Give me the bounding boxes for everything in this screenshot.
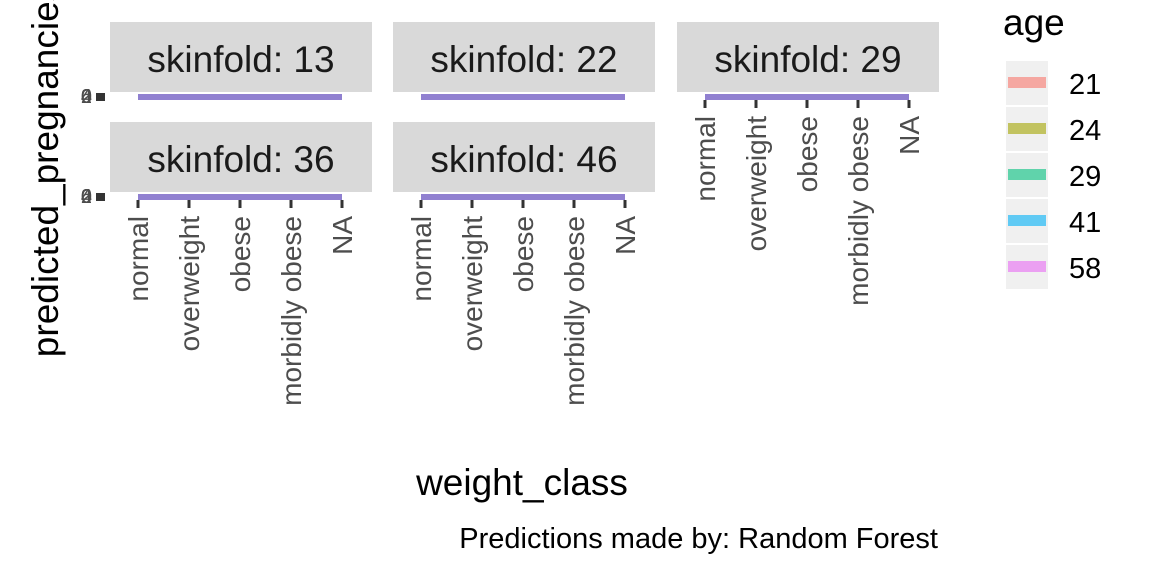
legend-swatch-58 bbox=[1008, 261, 1046, 272]
panel-3-strip-bg bbox=[677, 22, 939, 92]
panel-5-x-tick-label: overweight bbox=[457, 216, 488, 352]
panel-5-x-tick-label: morbidly obese bbox=[559, 216, 590, 406]
legend-label: 29 bbox=[1069, 161, 1101, 193]
panel-4-x-tick-label: obese bbox=[225, 216, 256, 292]
panel-3-x-tick-label: NA bbox=[894, 116, 925, 155]
panel-1-y-tick-label: 4 bbox=[81, 86, 92, 108]
panel-5-bar bbox=[421, 194, 625, 200]
panel-1-y-tick-label: 2 bbox=[81, 86, 92, 108]
x-axis-title: weight_class bbox=[415, 462, 628, 503]
y-axis-title: predicted_pregnancies bbox=[25, 0, 66, 357]
legend-label: 58 bbox=[1069, 253, 1101, 285]
panel-5-strip-label: skinfold: 46 bbox=[430, 139, 617, 180]
panel-3-x-tick-label: obese bbox=[792, 116, 823, 192]
legend-title: age bbox=[1003, 2, 1065, 43]
panel-4-y-tick bbox=[96, 193, 105, 201]
panel-3-x-tick-label: normal bbox=[690, 116, 721, 202]
panel-4-x-tick-label: overweight bbox=[174, 216, 205, 352]
legend-label: 21 bbox=[1069, 69, 1101, 101]
panel-4-bar bbox=[138, 194, 342, 200]
panel-4-y-tick-label: 2 bbox=[81, 186, 92, 208]
legend-swatch-21 bbox=[1008, 77, 1046, 88]
panel-4-x-tick-label: morbidly obese bbox=[276, 216, 307, 406]
panel-2-strip-bg bbox=[393, 22, 655, 92]
panel-4-x-tick-label: normal bbox=[123, 216, 154, 302]
panel-3-strip-label: skinfold: 29 bbox=[714, 39, 901, 80]
panel-1-y-tick bbox=[96, 93, 105, 101]
panel-4-strip-label: skinfold: 36 bbox=[147, 139, 334, 180]
panel-3-x-tick-label: morbidly obese bbox=[843, 116, 874, 306]
panel-1-bar bbox=[138, 94, 342, 100]
legend-swatch-41 bbox=[1008, 215, 1046, 226]
panel-1-strip-label: skinfold: 13 bbox=[147, 39, 334, 80]
legend-swatch-24 bbox=[1008, 123, 1046, 134]
panel-4-x-tick-label: NA bbox=[327, 216, 358, 255]
panel-2-strip-label: skinfold: 22 bbox=[430, 39, 617, 80]
panel-4-y-tick-label: 4 bbox=[81, 186, 92, 208]
panel-4-strip-bg bbox=[110, 122, 372, 192]
panel-4-y-tick-label: 0 bbox=[81, 186, 92, 208]
panel-1-y-tick-label: 6 bbox=[81, 86, 92, 108]
panel-1-strip-bg bbox=[110, 22, 372, 92]
panel-5-x-tick-label: obese bbox=[508, 216, 539, 292]
caption: Predictions made by: Random Forest bbox=[459, 523, 938, 555]
legend-swatch-29 bbox=[1008, 169, 1046, 180]
panel-3-bar bbox=[705, 94, 909, 100]
panel-4-y-tick-label: 6 bbox=[81, 186, 92, 208]
panel-2-bar bbox=[421, 94, 625, 100]
panel-5-x-tick-label: normal bbox=[406, 216, 437, 302]
panel-5-x-tick-label: NA bbox=[610, 216, 641, 255]
legend-label: 41 bbox=[1069, 207, 1101, 239]
panel-1-y-tick-label: 0 bbox=[81, 86, 92, 108]
panel-3-x-tick-label: overweight bbox=[741, 116, 772, 252]
legend-label: 24 bbox=[1069, 115, 1101, 147]
panel-5-strip-bg bbox=[393, 122, 655, 192]
